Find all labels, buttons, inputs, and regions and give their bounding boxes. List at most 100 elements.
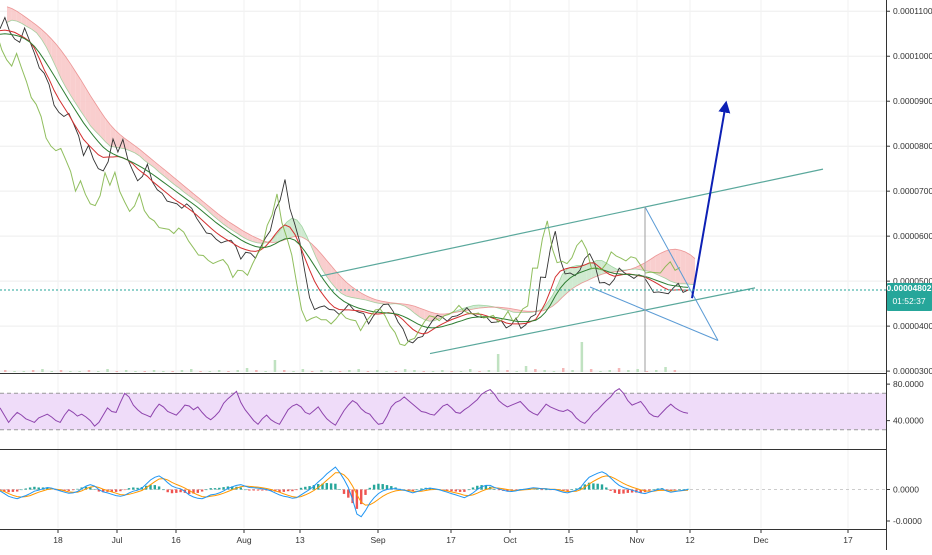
macd-histogram-bar (587, 482, 591, 490)
macd-histogram-bar (256, 489, 260, 491)
volume-bar (22, 371, 26, 372)
cloud-segment (439, 313, 445, 319)
macd-histogram-bar (351, 489, 354, 504)
macd-histogram-bar (562, 489, 565, 491)
volume-bar (320, 370, 323, 372)
cloud-segment (405, 304, 410, 310)
cloud-segment (296, 219, 302, 238)
macd-histogram-bar (390, 486, 393, 490)
cloud-segment (572, 265, 578, 289)
price-panel[interactable] (0, 0, 886, 528)
macd-histogram-bar (605, 487, 608, 490)
macd-histogram-bar (579, 487, 582, 490)
macd-histogram-bar (463, 489, 466, 492)
macd-histogram-bar (67, 489, 70, 491)
cloud-segment (90, 95, 96, 132)
macd-histogram-bar (243, 489, 247, 491)
volume-bar (562, 368, 565, 372)
volume-bar (255, 370, 258, 372)
macd-histogram-bar (678, 489, 681, 491)
volume-bar (171, 371, 174, 372)
macd-histogram-bar (368, 487, 371, 490)
cloud-segment (203, 201, 209, 212)
wedge-upper-line[interactable] (644, 206, 719, 341)
volume-bar (134, 371, 137, 372)
cloud-segment (95, 103, 101, 137)
volume-bar (152, 370, 156, 372)
macd-histogram-bar (24, 488, 27, 490)
macd-histogram-bar (132, 487, 135, 490)
cloud-segment (577, 265, 582, 286)
macd-histogram-bar (484, 485, 488, 490)
cloud-segment (80, 79, 86, 119)
macd-histogram-bar (471, 487, 475, 490)
volume-bar (4, 370, 7, 372)
macd-histogram-bar (46, 487, 49, 490)
macd-histogram-bar (450, 489, 453, 492)
volume-bar (78, 371, 81, 372)
wedge-lower-line[interactable] (589, 286, 719, 341)
volume-bar (13, 371, 16, 372)
cloud-segment (586, 262, 592, 281)
target-arrow[interactable] (691, 100, 731, 299)
channel-lower-line[interactable] (429, 287, 756, 355)
macd-histogram-bar (239, 487, 242, 490)
volume-bar (236, 370, 239, 372)
cloud-segment (518, 309, 523, 313)
macd-histogram-bar (261, 489, 264, 491)
rsi-axis[interactable]: 80.0000 40.0000 (886, 379, 924, 426)
cloud-segment (360, 292, 366, 301)
rsi-panel[interactable] (0, 388, 886, 431)
volume-bar (264, 371, 267, 372)
volume-bar (673, 370, 677, 372)
cloud-segment (636, 264, 641, 270)
volume-bar (97, 371, 100, 372)
macd-histogram-bar (566, 489, 569, 491)
volume-bar (645, 371, 649, 372)
volume-bar (41, 369, 44, 372)
volume-bar (589, 369, 593, 372)
volume-bar (106, 369, 109, 372)
volume-bar (478, 371, 481, 372)
volume-bar (69, 371, 72, 372)
cloud-segment (409, 304, 415, 314)
macd-histogram-bar (127, 488, 131, 490)
last-price-badge: 0.00004802 01:52:37 (887, 283, 932, 312)
price-series (0, 16, 689, 347)
last-price-label: 0.00004802 (887, 283, 932, 293)
volume-bar (217, 370, 221, 372)
volume-bar (627, 370, 630, 372)
macd-histogram-bar (317, 484, 320, 490)
channel-upper-line[interactable] (319, 168, 824, 277)
drawing-annotations[interactable] (319, 100, 824, 372)
macd-panel[interactable] (0, 466, 886, 518)
macd-axis[interactable]: 0.0000 -0.0000 (886, 485, 922, 527)
macd-histogram-bar (200, 489, 204, 492)
cloud-segment (301, 226, 307, 240)
macd-histogram-bar (291, 489, 294, 492)
volume-bar (348, 370, 351, 372)
macd-histogram-bar (446, 489, 449, 491)
cloud-segment (65, 57, 71, 96)
cloud-segment (591, 260, 597, 279)
volume-bar (301, 369, 305, 372)
cloud-segment (277, 227, 283, 243)
macd-histogram-bar (609, 489, 612, 491)
rsi-line (0, 388, 689, 427)
macd-histogram-bar (618, 489, 621, 494)
macd-histogram-bar (381, 484, 384, 490)
time-axis[interactable]: 18 Jul 16 Aug 13 Sep 17 Oct 15 Nov 12 Dec 17 (53, 529, 853, 545)
series-line-lagging-span (0, 42, 681, 347)
volume-bar (199, 371, 202, 372)
volume-bar (227, 371, 230, 372)
cloud-segment (105, 118, 111, 147)
cloud-segment (581, 264, 587, 283)
cloud-segment (115, 129, 121, 148)
macd-histogram-bar (175, 489, 178, 493)
time-tick-label: Dec (753, 535, 769, 545)
macd-histogram-bar (84, 486, 88, 490)
cloud-segment (169, 173, 175, 185)
